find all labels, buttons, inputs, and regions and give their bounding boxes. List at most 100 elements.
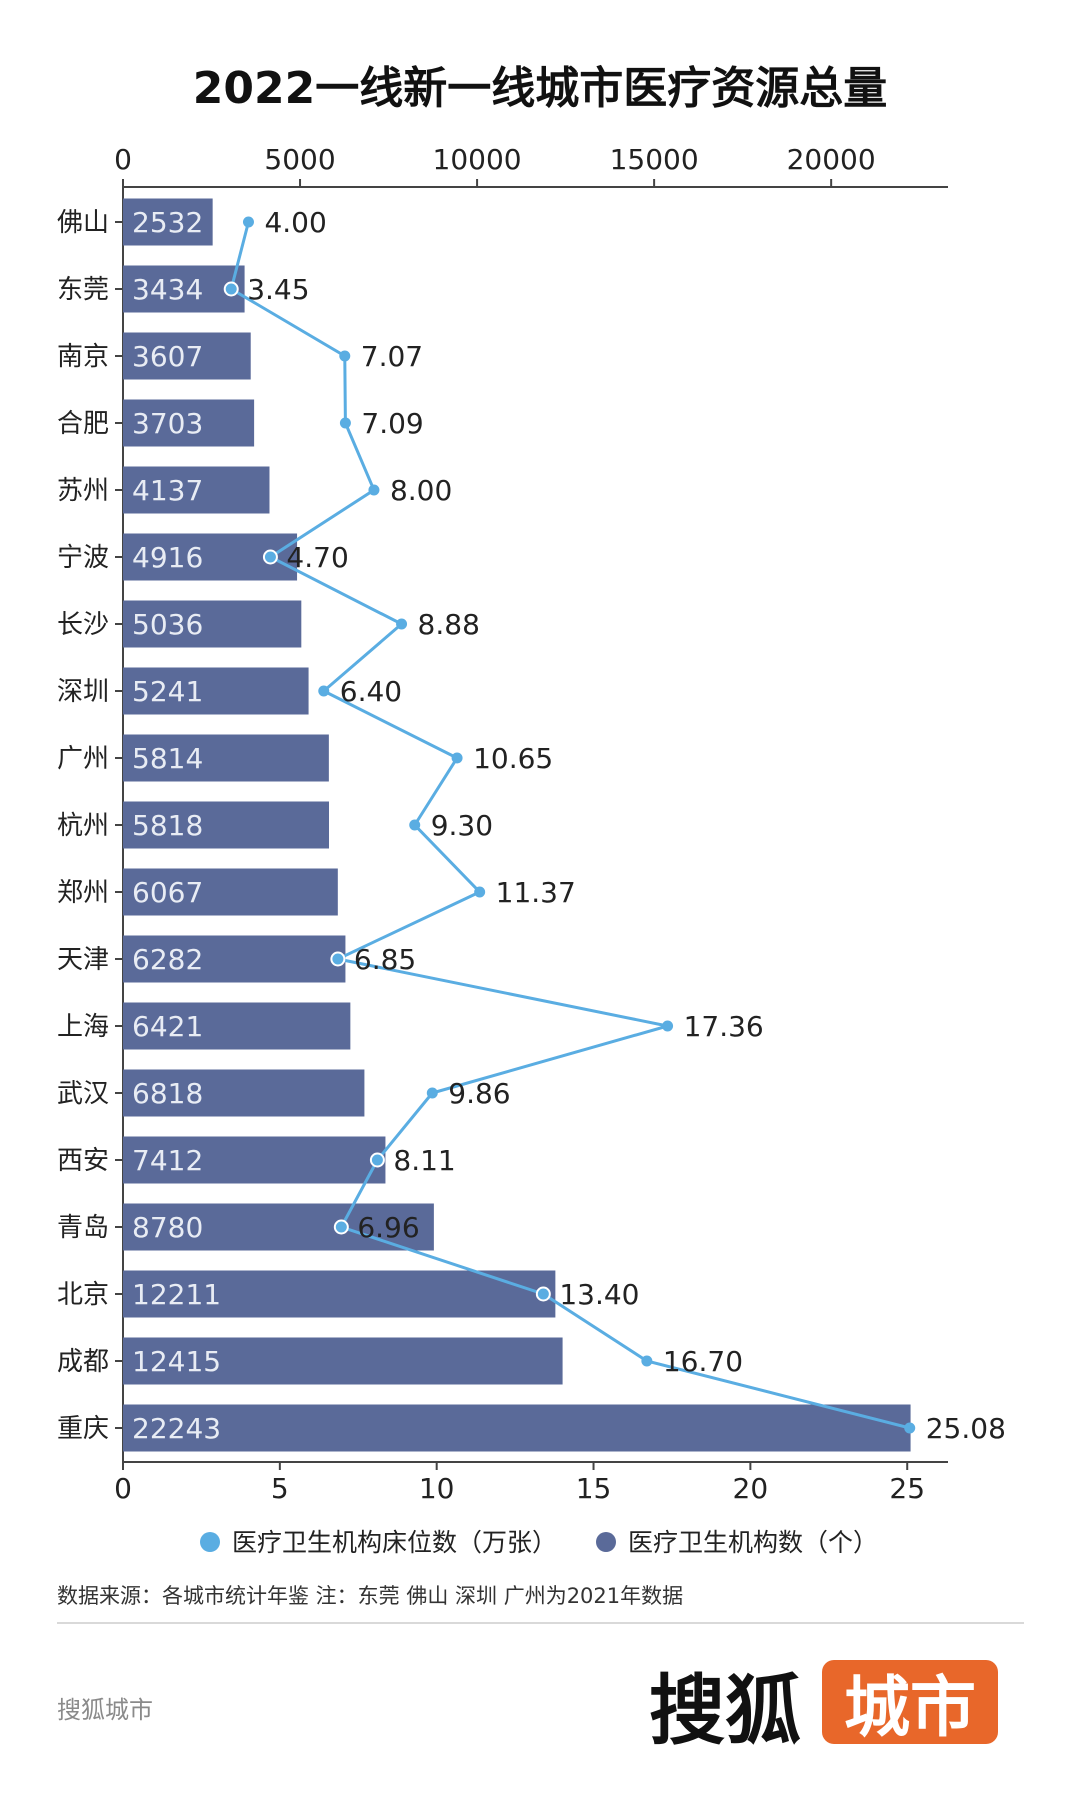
beds-value-label: 25.08 (926, 1412, 1006, 1445)
beds-point (641, 1355, 653, 1367)
beds-value-label: 6.85 (354, 943, 416, 976)
beds-value-label: 16.70 (663, 1345, 743, 1378)
bar-value-label: 6421 (132, 1010, 203, 1043)
legend-marker-institutions (596, 1532, 616, 1552)
bar-value-label: 3434 (132, 273, 203, 306)
sohu-city-logo: 搜狐 城市 (649, 1660, 998, 1755)
bar (123, 198, 213, 246)
category-label: 郑州 (57, 878, 109, 908)
beds-value-label: 6.96 (357, 1211, 419, 1244)
beds-point (451, 752, 463, 764)
bottom-axis-tick-label: 10 (419, 1472, 455, 1505)
beds-point (339, 350, 351, 362)
bar (123, 1069, 365, 1117)
category-label: 佛山 (57, 208, 109, 238)
beds-point (242, 216, 254, 228)
beds-point (396, 618, 408, 630)
watermark-text: 搜狐城市 (57, 1696, 153, 1724)
beds-point (339, 417, 351, 429)
beds-value-label: 17.36 (684, 1010, 764, 1043)
bar (123, 332, 251, 380)
beds-point (409, 819, 421, 831)
beds-point (426, 1087, 438, 1099)
category-label: 天津 (57, 945, 109, 975)
beds-value-label: 9.86 (448, 1077, 510, 1110)
beds-point (262, 549, 278, 565)
logo-text-right: 城市 (844, 1669, 976, 1746)
beds-point (318, 685, 330, 697)
category-label: 南京 (57, 342, 109, 372)
beds-value-label: 9.30 (431, 809, 493, 842)
plot-area: 0 5000 10000 15000 20000 0 5 10 15 20 25 佛山 2532 东莞 34… (57, 143, 1006, 1505)
bottom-axis-tick-label: 15 (576, 1472, 612, 1505)
bar-value-label: 7412 (132, 1144, 203, 1177)
bar-value-label: 3607 (132, 340, 203, 373)
top-axis-tick-label: 10000 (433, 143, 522, 176)
source-note: 数据来源：各城市统计年鉴 注：东莞 佛山 深圳 广州为2021年数据 (57, 1584, 683, 1608)
legend-label-institutions: 医疗卫生机构数（个） (628, 1528, 878, 1557)
beds-value-label: 6.40 (340, 675, 402, 708)
beds-value-label: 13.40 (559, 1278, 639, 1311)
bar (123, 1002, 351, 1050)
legend: 医疗卫生机构床位数（万张） 医疗卫生机构数（个） (200, 1528, 878, 1557)
bar-value-label: 5818 (132, 809, 203, 842)
category-label: 西安 (57, 1146, 109, 1176)
bar (123, 734, 329, 782)
bar-value-label: 12211 (132, 1278, 221, 1311)
beds-value-label: 7.07 (361, 340, 423, 373)
beds-point (474, 886, 486, 898)
legend-label-beds: 医疗卫生机构床位数（万张） (232, 1528, 557, 1557)
bar-value-label: 4137 (132, 474, 203, 507)
category-label: 东莞 (57, 275, 109, 305)
bottom-axis-tick-label: 5 (271, 1472, 289, 1505)
beds-point (368, 484, 380, 496)
bottom-axis-tick-label: 0 (114, 1472, 132, 1505)
bar (123, 1136, 386, 1184)
bar-value-label: 5036 (132, 608, 203, 641)
category-label: 北京 (57, 1280, 109, 1310)
top-axis-tick-label: 5000 (264, 143, 335, 176)
chart-title: 2022一线新一线城市医疗资源总量 (193, 63, 887, 114)
category-label: 重庆 (57, 1414, 109, 1444)
beds-value-label: 8.88 (418, 608, 480, 641)
bar (123, 399, 255, 447)
category-label: 成都 (57, 1347, 109, 1377)
bottom-axis-tick-label: 20 (733, 1472, 769, 1505)
beds-point (333, 1219, 349, 1235)
category-label: 杭州 (57, 811, 109, 841)
beds-value-label: 4.00 (264, 206, 326, 239)
bar-value-label: 22243 (132, 1412, 221, 1445)
legend-marker-beds (200, 1532, 220, 1552)
category-label: 青岛 (57, 1213, 109, 1243)
bar-value-label: 5241 (132, 675, 203, 708)
top-axis-tick-label: 0 (114, 143, 132, 176)
beds-point (330, 951, 346, 967)
bar (123, 1337, 563, 1385)
beds-value-label: 8.00 (390, 474, 452, 507)
bar-value-label: 4916 (132, 541, 203, 574)
bar-value-label: 6067 (132, 876, 203, 909)
bar-value-label: 12415 (132, 1345, 221, 1378)
beds-point (535, 1286, 551, 1302)
category-label: 广州 (57, 744, 109, 774)
bar-value-label: 6818 (132, 1077, 203, 1110)
bar (123, 667, 309, 715)
category-label: 上海 (57, 1012, 109, 1042)
bar (123, 801, 330, 849)
bar-value-label: 2532 (132, 206, 203, 239)
category-label: 长沙 (57, 610, 109, 640)
bar-value-label: 8780 (132, 1211, 203, 1244)
bar (123, 935, 346, 983)
beds-value-label: 7.09 (361, 407, 423, 440)
beds-value-label: 11.37 (496, 876, 576, 909)
category-label: 宁波 (57, 543, 109, 573)
category-label: 合肥 (57, 409, 109, 439)
top-axis-tick-label: 15000 (610, 143, 699, 176)
beds-point (369, 1152, 385, 1168)
bar (123, 600, 302, 648)
bar-value-label: 3703 (132, 407, 203, 440)
logo-text-left: 搜狐 (649, 1666, 801, 1755)
beds-value-label: 8.11 (393, 1144, 455, 1177)
